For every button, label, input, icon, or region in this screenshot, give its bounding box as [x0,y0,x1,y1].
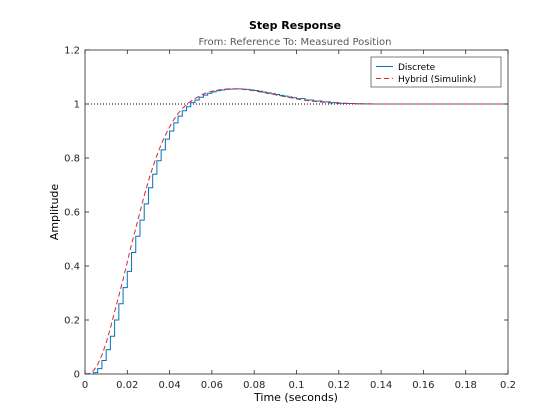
chart-subtitle: From: Reference To: Measured Position [199,37,392,48]
x-axis-label: Time (seconds) [253,391,338,404]
y-tick-label: 0.8 [64,154,80,165]
series-line-hybrid-simulink [84,88,508,375]
x-tick-label: 0 [82,380,88,391]
plot-area: 0 0.02 0.04 0.06 0.08 0.1 0.12 0.14 0.16 0.18 0.2 … [64,46,516,392]
legend: Discrete Hybrid (Simulink) [370,56,502,88]
x-tick-label: 0.06 [201,380,223,391]
legend-label-discrete: Discrete [398,63,436,73]
series-line-discrete [85,88,508,375]
series-layer [84,88,508,375]
y-tick-label: 1 [74,100,80,111]
x-tick-label: 0.02 [116,380,138,391]
x-tick-label: 0.14 [370,380,392,391]
y-ticks: 0 0.2 0.4 0.6 0.8 1 1.2 [64,46,508,381]
x-tick-label: 0.18 [455,380,477,391]
x-tick-label: 0.16 [412,380,434,391]
y-axis-label: Amplitude [48,184,61,241]
legend-label-hybrid: Hybrid (Simulink) [398,75,476,85]
x-tick-label: 0.2 [500,380,516,391]
x-tick-label: 0.1 [289,380,305,391]
legend-box [370,56,502,88]
x-tick-label: 0.08 [243,380,265,391]
x-tick-label: 0.04 [158,380,180,391]
x-ticks: 0 0.02 0.04 0.06 0.08 0.1 0.12 0.14 0.16 0.18 0.2 [82,50,516,391]
y-tick-label: 1.2 [64,46,80,57]
y-tick-label: 0.4 [64,262,80,273]
x-tick-label: 0.12 [328,380,350,391]
y-tick-label: 0 [74,370,80,381]
y-tick-label: 0.6 [64,208,80,219]
chart-title: Step Response [249,19,341,32]
y-tick-label: 0.2 [64,316,80,327]
